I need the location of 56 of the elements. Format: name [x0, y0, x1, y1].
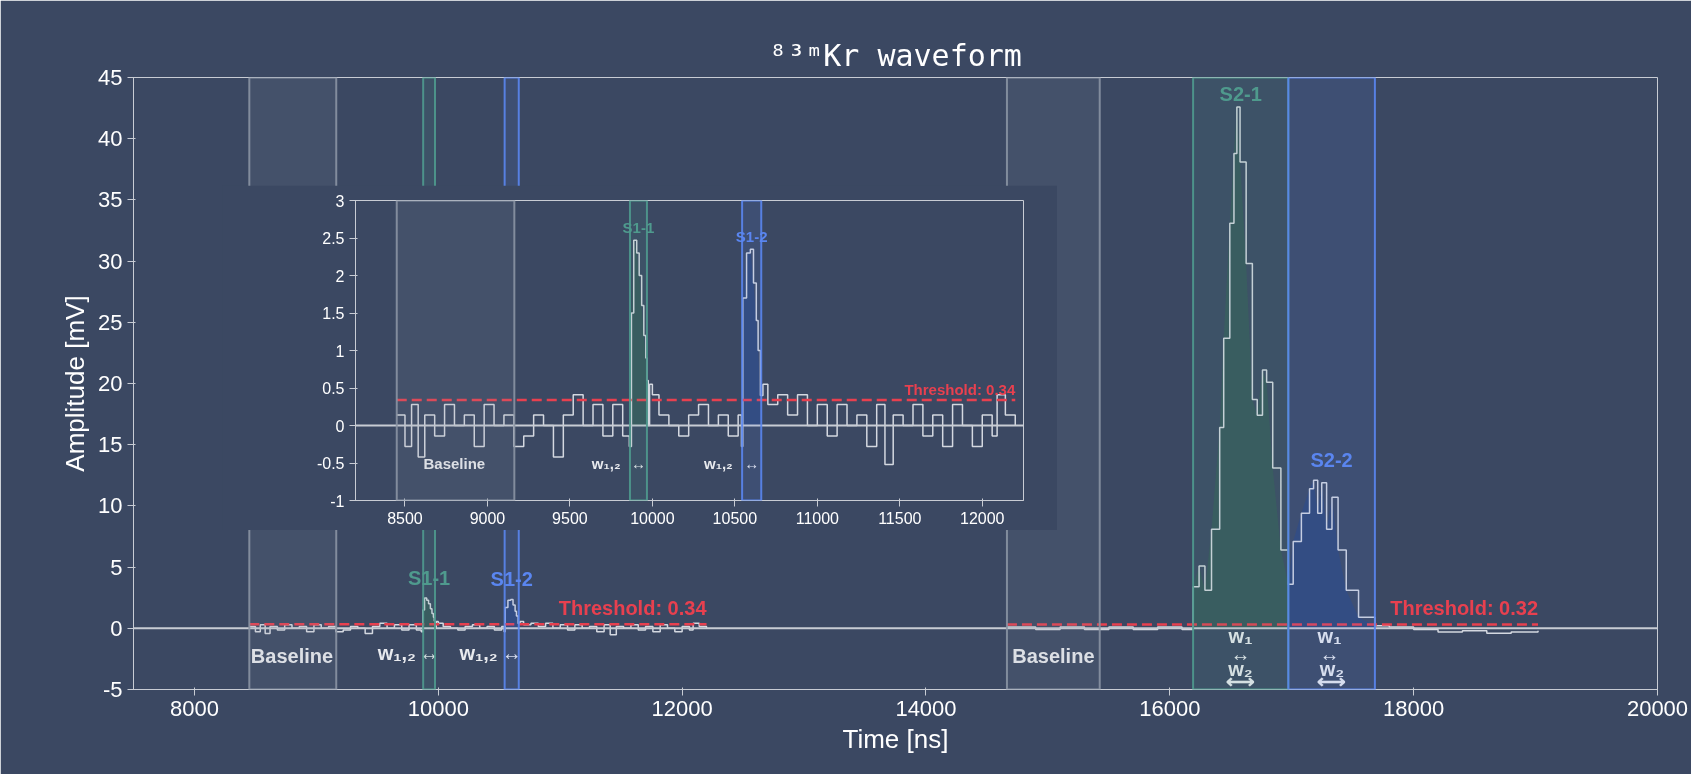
x-tick-label: 20000	[1626, 695, 1689, 721]
y-tick-label: -1	[330, 492, 345, 510]
x-tick-label: 8000	[169, 695, 219, 721]
band-label: S2-1	[1219, 83, 1262, 106]
annotation: ↔	[501, 641, 522, 664]
x-tick-label: 12000	[651, 695, 713, 721]
x-tick-label: 9000	[469, 509, 506, 527]
y-axis-title: Amplitude [mV]	[60, 295, 91, 472]
series-label: Threshold: 0.34	[558, 597, 708, 620]
x-tick-label: 10000	[630, 509, 675, 527]
x-tick-label: 9500	[552, 509, 588, 527]
y-tick-label: 35	[98, 187, 123, 213]
annotation: ↔	[630, 454, 646, 472]
y-tick-label: 20	[98, 371, 123, 396]
y-tick-label: 0	[110, 615, 123, 641]
x-tick-label: 14000	[895, 695, 957, 721]
y-tick-label: 2	[335, 267, 345, 285]
series-label: Threshold: 0.32	[1390, 597, 1539, 620]
x-tick-label: 16000	[1139, 695, 1201, 721]
y-tick-label: 5	[110, 554, 123, 580]
x-tick-label: 18000	[1383, 695, 1445, 721]
annotation: w₁	[1316, 624, 1342, 647]
y-tick-label: 45	[98, 65, 123, 90]
y-tick-label: 10	[98, 493, 123, 519]
annotation: Baseline	[1012, 645, 1095, 668]
annotation: w₁,₂	[458, 641, 498, 664]
x-tick-label: 8500	[387, 509, 423, 527]
x-tick-label: 10000	[407, 695, 469, 721]
y-tick-label: 1.5	[322, 305, 345, 322]
series-label: Threshold: 0.34	[904, 380, 1016, 398]
y-tick-label: 30	[98, 248, 123, 274]
annotation: Baseline	[423, 454, 486, 472]
chart-title: ⁸³ᵐKr waveform	[769, 37, 1022, 73]
y-tick-label: 0	[335, 417, 345, 435]
x-tick-label: 11500	[878, 509, 922, 527]
y-tick-label: 40	[98, 126, 123, 152]
annotation: w₁,₂	[590, 454, 621, 472]
x-tick-label: 12000	[960, 509, 1005, 527]
annotation: ↔	[744, 454, 760, 472]
y-tick-label: 0.5	[322, 380, 345, 397]
y-tick-label: -5	[102, 677, 123, 702]
y-tick-label: 25	[98, 309, 123, 335]
y-tick-label: 15	[98, 432, 123, 458]
annotation: w₁,₂	[376, 641, 416, 664]
x-tick-label: 11000	[795, 509, 840, 527]
y-tick-label: 2.5	[322, 230, 345, 247]
y-tick-label: 3	[335, 192, 345, 210]
annotation: Baseline	[250, 645, 334, 668]
annotation: w₁,₂	[703, 454, 733, 472]
annotation: w₁	[1227, 624, 1253, 647]
x-tick-label: 10500	[712, 509, 758, 527]
y-tick-label: 1	[335, 342, 345, 360]
band-label: S2-2	[1310, 449, 1353, 472]
y-tick-label: -0.5	[316, 455, 345, 472]
x-axis-title: Time [ns]	[842, 723, 949, 754]
annotation: ↔	[419, 641, 440, 664]
